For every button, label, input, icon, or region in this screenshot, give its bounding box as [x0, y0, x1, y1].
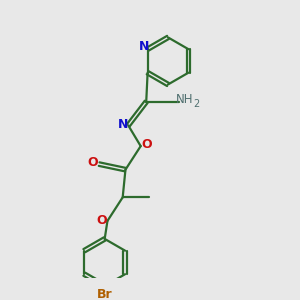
Text: N: N	[118, 118, 128, 131]
Text: O: O	[97, 214, 107, 227]
Text: 2: 2	[194, 99, 200, 109]
Text: Br: Br	[97, 288, 112, 300]
Text: O: O	[141, 138, 152, 151]
Text: O: O	[88, 156, 98, 169]
Text: NH: NH	[176, 93, 193, 106]
Text: N: N	[139, 40, 149, 53]
